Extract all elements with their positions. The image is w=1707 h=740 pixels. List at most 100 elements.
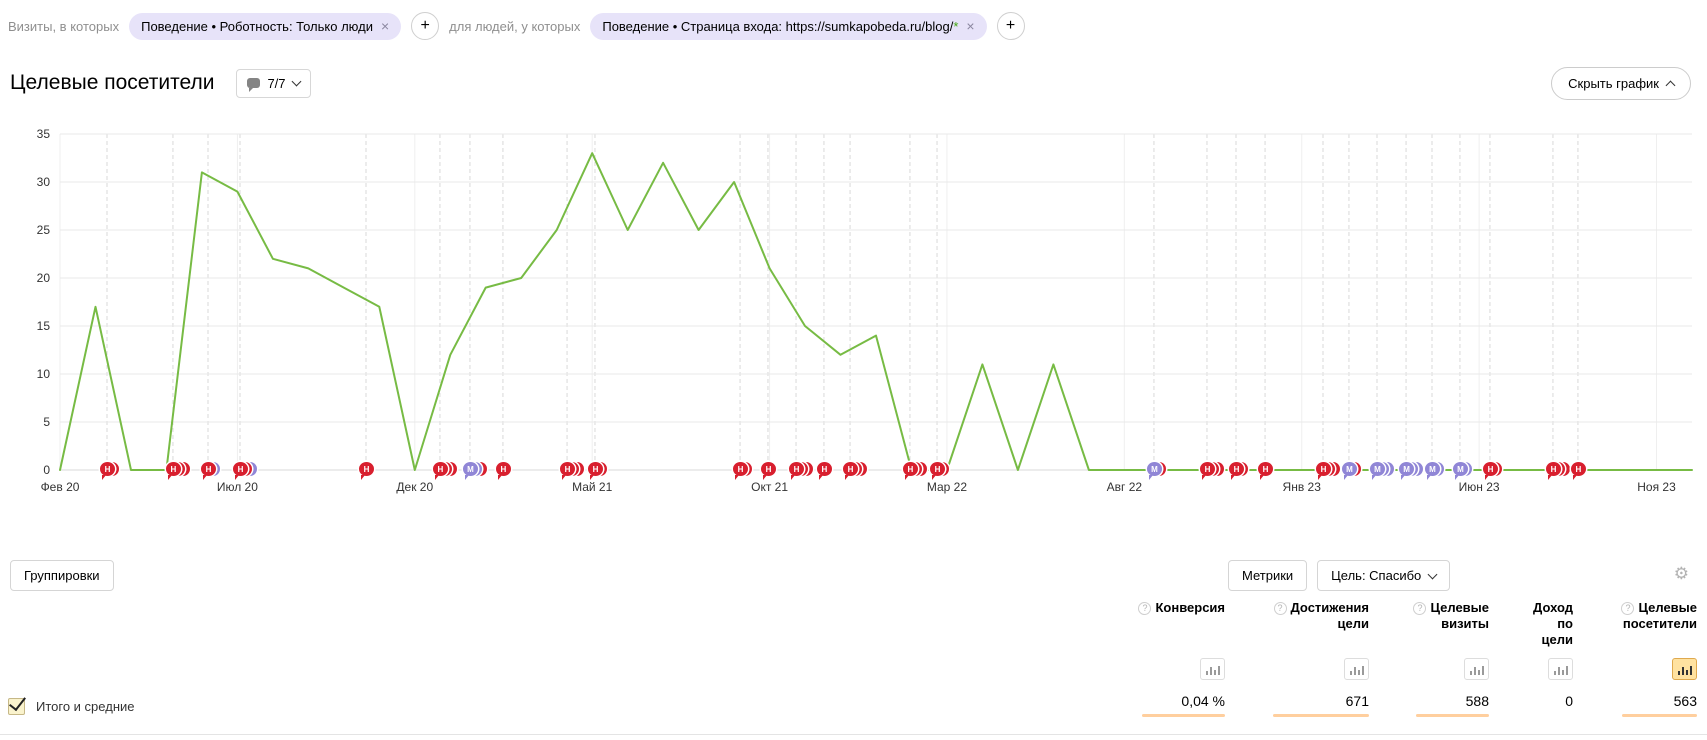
- comment-bubble-tail: [203, 475, 208, 480]
- comment-bubble-tail: [434, 475, 439, 480]
- comment-bubble-icon: М: [462, 462, 478, 480]
- comment-bubble-tail: [1231, 475, 1236, 480]
- comments-button[interactable]: 7/7: [236, 68, 311, 98]
- metric-total-bar: [1142, 714, 1225, 717]
- comment-bubble-icon: М: [1341, 462, 1357, 480]
- x-axis-tick-label: Май 21: [572, 480, 613, 494]
- comment-bubble-tail: [1401, 475, 1406, 480]
- help-icon: ?: [1621, 601, 1635, 615]
- add-people-filter-button[interactable]: +: [996, 12, 1025, 40]
- x-axis-tick-label: Окт 21: [751, 480, 789, 494]
- comment-bubble-icon: Н: [760, 462, 776, 480]
- comment-bubble-icon: Н: [201, 462, 217, 480]
- remove-filter-icon[interactable]: ×: [966, 18, 975, 34]
- x-axis-tick-label: Ноя 23: [1637, 480, 1676, 494]
- comment-bubble-tail: [1572, 475, 1577, 480]
- comment-bubble-icon: М: [1399, 462, 1415, 480]
- metric-chart-toggle-button[interactable]: [1344, 658, 1369, 680]
- metric-header[interactable]: Доход по цели: [1533, 600, 1573, 658]
- comment-bubble-tail: [1260, 475, 1265, 480]
- comment-bubble-tail: [361, 475, 365, 480]
- metric-total-value: 588: [1465, 693, 1489, 709]
- help-icon: ?: [1273, 601, 1287, 615]
- page-title: Целевые посетители: [10, 71, 215, 94]
- comment-bubble-tail: [167, 475, 172, 480]
- comment-bubble-tail: [464, 475, 469, 480]
- comment-bubble-icon: Н: [1482, 462, 1498, 480]
- metric-chart-toggle-button[interactable]: [1464, 658, 1489, 680]
- hide-chart-button[interactable]: Скрыть график: [1551, 66, 1691, 100]
- goal-select-button[interactable]: Цель: Спасибо: [1317, 560, 1451, 591]
- chart-canvas[interactable]: [0, 116, 1707, 516]
- metric-chart-toggle-button[interactable]: [1548, 658, 1573, 680]
- metric-column: ? Достижения цели 671: [1245, 600, 1369, 717]
- comment-bubble-icon: Н: [930, 462, 946, 480]
- metrics-columns: ? Конверсия 0,04 %? Достижения цели 671? Целе…: [1107, 600, 1697, 717]
- metric-chart-toggle-button[interactable]: [1672, 658, 1697, 680]
- comment-bubble-icon: Н: [1229, 462, 1245, 480]
- comment-bubble-tail: [562, 475, 567, 480]
- y-axis-tick-label: 0: [43, 463, 50, 477]
- comments-count: 7/7: [267, 75, 286, 91]
- metric-header-label: Целевые визиты: [1430, 600, 1489, 631]
- filter-chip-robotness[interactable]: Поведение • Роботность: Только люди ×: [129, 12, 402, 40]
- metric-header[interactable]: ? Достижения цели: [1273, 600, 1369, 658]
- y-axis-tick-label: 35: [36, 127, 50, 141]
- x-axis-tick-label: Мар 22: [926, 480, 968, 494]
- comment-bubble-tail: [762, 475, 767, 480]
- comment-bubble-tail: [235, 475, 239, 480]
- comment-bubble-icon: М: [1370, 462, 1386, 480]
- filter-chip-entry-page-label: Поведение • Страница входа: https://sumk…: [602, 18, 959, 34]
- comment-bubble-tail: [791, 475, 796, 480]
- comment-bubble-icon: М: [1452, 462, 1468, 480]
- comment-bubble-tail: [102, 475, 106, 480]
- y-axis-tick-label: 15: [36, 319, 50, 333]
- add-visit-filter-button[interactable]: +: [411, 12, 440, 40]
- comment-bubble-tail: [1454, 475, 1459, 480]
- gear-icon[interactable]: ⚙: [1673, 564, 1689, 583]
- metric-header-label: Достижения цели: [1290, 600, 1369, 631]
- comment-bubble-tail: [1148, 475, 1153, 480]
- groupings-button[interactable]: Группировки: [10, 560, 114, 591]
- comment-bubble-tail: [1547, 475, 1552, 480]
- metric-header[interactable]: ? Целевые визиты: [1413, 600, 1489, 658]
- totals-checkbox[interactable]: [8, 698, 25, 715]
- metric-chart-toggle-button[interactable]: [1200, 658, 1225, 680]
- chevron-down-icon: [1427, 569, 1438, 579]
- line-chart[interactable]: 0 5 10 15 20 25 30 35 Фев 20 Июл 20 Дек 20 Май 21 Ок…: [0, 116, 1707, 516]
- help-icon: ?: [1413, 601, 1427, 615]
- metric-column: Доход по цели 0: [1509, 600, 1573, 717]
- comment-bubble-icon: Н: [1199, 462, 1215, 480]
- metrics-button[interactable]: Метрики: [1228, 560, 1308, 591]
- y-axis-tick-label: 5: [43, 415, 50, 429]
- comment-bubble-icon: Н: [233, 462, 248, 480]
- metric-total-bar: [1622, 714, 1697, 717]
- comment-bubble-tail: [1318, 475, 1322, 480]
- x-axis-tick-label: Дек 20: [396, 480, 434, 494]
- metric-column: ? Целевые посетители 563: [1593, 600, 1697, 717]
- help-icon: ?: [1138, 601, 1152, 615]
- y-axis-tick-label: 25: [36, 223, 50, 237]
- metric-total-value: 563: [1673, 693, 1697, 709]
- visits-filter-label: Визиты, в которых: [8, 18, 120, 34]
- filter-chip-entry-page[interactable]: Поведение • Страница входа: https://sumk…: [590, 12, 987, 40]
- x-axis-tick-label: Июл 20: [216, 480, 258, 494]
- comment-bubble-icon: Н: [816, 462, 832, 480]
- x-axis-tick-label: Янв 23: [1282, 480, 1321, 494]
- comment-bubble-tail: [1372, 475, 1377, 480]
- comment-bubble-icon: Н: [165, 462, 181, 480]
- metric-total-value: 0: [1565, 693, 1573, 709]
- comment-bubble-icon: Н: [1545, 462, 1561, 480]
- comment-bubble-icon: Н: [587, 462, 603, 480]
- wildcard-star: *: [953, 18, 959, 34]
- comment-bubble-icon: Н: [359, 462, 374, 480]
- y-axis-tick-label: 10: [36, 367, 50, 381]
- chevron-up-icon: [1665, 80, 1676, 90]
- comment-bubble-tail: [818, 475, 823, 480]
- y-axis-tick-label: 20: [36, 271, 50, 285]
- metric-header[interactable]: ? Целевые посетители: [1621, 600, 1697, 658]
- metric-header[interactable]: ? Конверсия: [1138, 600, 1225, 658]
- report-header: Целевые посетители 7/7 Скрыть график: [10, 64, 1691, 102]
- totals-row: Итого и средние: [8, 698, 134, 715]
- remove-filter-icon[interactable]: ×: [380, 18, 390, 34]
